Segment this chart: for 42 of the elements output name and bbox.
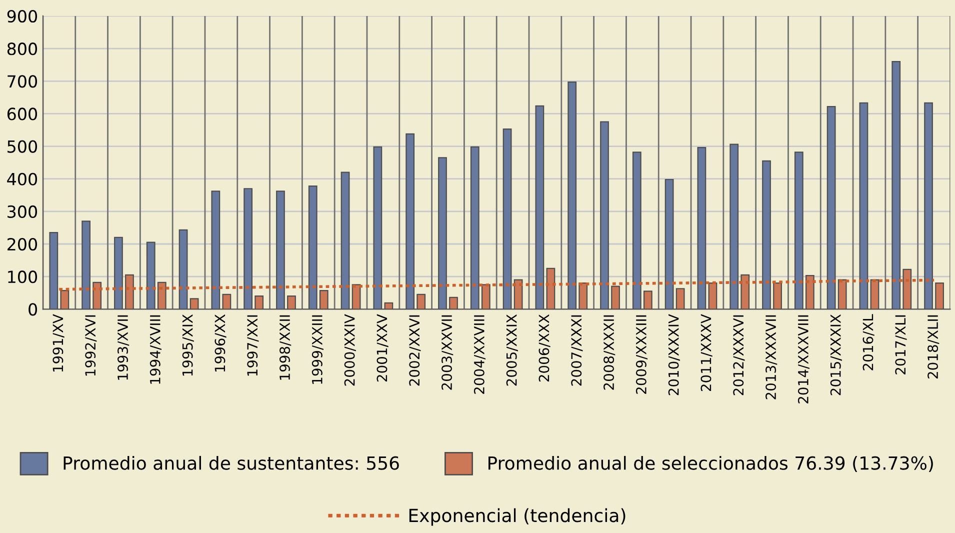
x-tick-label: 2007/XXXI [571, 315, 583, 386]
x-tick-label: 2018/XLII [928, 315, 940, 378]
x-tick-label: 2004/XXVIII [474, 315, 486, 394]
y-tick-label: 500 [8, 140, 38, 153]
y-tick-label: 100 [8, 270, 38, 284]
x-tick-label: 2016/XL [862, 314, 874, 370]
x-tick-label: 1993/XVII [118, 315, 130, 380]
x-tick-label: 2008/XXXII [604, 315, 616, 390]
x-tick-label: 1991/XV [52, 314, 64, 372]
x-tick-label: 1999/XXIII [312, 315, 324, 384]
legend-label: Promedio anual de sustentantes: 556 [64, 456, 399, 470]
x-tick-label: 2014/XXXVIII [798, 315, 810, 404]
x-tick-label: 2000/XXIV [344, 314, 356, 386]
y-tick-label: 900 [7, 10, 38, 23]
y-tick-label: 800 [7, 42, 38, 56]
y-tick-label: 600 [7, 108, 38, 120]
x-tick-label: 2011/XXXV [700, 314, 712, 392]
x-tick-label: 1996/XX [214, 314, 226, 372]
y-tick-label: 200 [8, 238, 38, 251]
x-tick-label: 2017/XLI [895, 315, 907, 374]
y-tick-label: 0 [28, 303, 38, 316]
legend-label: Promedio anual de seleccionados 76.39 (13.73%) [488, 456, 933, 472]
x-tick-label: 2013/XXXVII [766, 315, 778, 400]
x-tick-label: 1995/XIX [182, 314, 194, 376]
y-tick-label: 300 [8, 205, 38, 218]
x-tick-label: 1997/XXI [247, 315, 259, 376]
legend-label: Exponencial (tendencia) [409, 508, 626, 526]
x-tick-label: 1994/XVIII [150, 315, 162, 384]
x-tick-label: 2009/XXXIII [636, 315, 648, 394]
x-tick-label: 2015/XXXIX [830, 314, 842, 396]
x-tick-label: 1992/XVI [85, 315, 97, 376]
x-tick-label: 2010/XXXIV [668, 314, 680, 396]
y-tick-label: 700 [8, 75, 38, 88]
x-tick-label: 2003/XXVII [442, 315, 454, 390]
x-tick-label: 2005/XXIX [506, 314, 518, 386]
x-tick-label: 2002/XXVI [409, 315, 421, 386]
x-tick-label: 2012/XXXVI [733, 315, 745, 396]
x-tick-label: 2006/XXX [538, 314, 550, 382]
y-tick-label: 400 [7, 172, 38, 186]
line-series [58, 278, 936, 291]
x-tick-label: 2001/XXV [376, 314, 388, 382]
x-tick-label: 1998/XXII [280, 315, 292, 380]
